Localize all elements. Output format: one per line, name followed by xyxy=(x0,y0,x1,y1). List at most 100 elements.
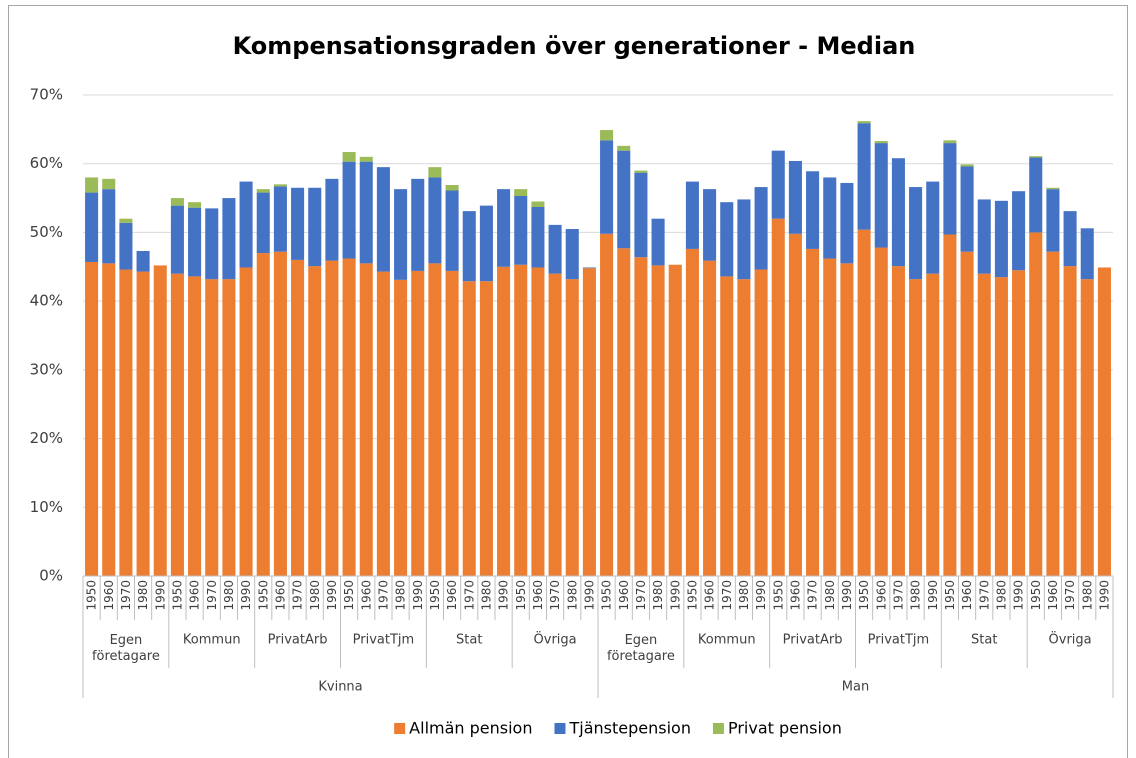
x-tick-label: 1990 xyxy=(1012,580,1026,611)
x-tick-label: 1980 xyxy=(394,580,408,611)
y-tick-label: 50% xyxy=(30,223,63,241)
legend-swatch xyxy=(712,723,724,734)
bar-segment xyxy=(479,205,493,282)
bar-segment xyxy=(1046,187,1060,190)
bar-segment xyxy=(891,158,905,267)
bar-segment xyxy=(874,141,888,144)
bar-segment xyxy=(308,187,322,267)
x-tick-label: 1950 xyxy=(685,580,699,611)
x-tick-label: 1980 xyxy=(1080,580,1094,611)
bar-segment xyxy=(994,277,1008,576)
x-tick-label: 1990 xyxy=(239,580,253,611)
bar-segment xyxy=(840,182,854,264)
bar-segment xyxy=(548,273,562,576)
bar-segment xyxy=(359,263,373,576)
bar-segment xyxy=(788,233,802,576)
bar-segment xyxy=(737,199,751,280)
bar-segment xyxy=(754,269,768,576)
bar-segment xyxy=(85,177,99,193)
x-tick-label: 1970 xyxy=(291,580,305,611)
bar-segment xyxy=(634,170,648,173)
bar-segment xyxy=(823,258,837,576)
bar-segment xyxy=(857,229,871,576)
bar-segment xyxy=(600,130,614,141)
bar-segment xyxy=(703,260,717,576)
group-label: Kommun xyxy=(698,633,756,648)
bar-segment xyxy=(479,281,493,576)
bar-segment xyxy=(256,192,270,254)
bar-segment xyxy=(102,189,116,264)
bar-segment xyxy=(565,228,579,280)
bar-segment xyxy=(823,177,837,259)
x-tick-label: 1990 xyxy=(497,580,511,611)
group-label: PrivatArb xyxy=(783,633,843,648)
bar-segment xyxy=(531,201,545,208)
bar-segment xyxy=(754,187,768,270)
bar-segment xyxy=(600,140,614,234)
bar-segment xyxy=(325,260,339,576)
bar-segment xyxy=(943,140,957,144)
x-tick-label: 1980 xyxy=(994,580,1008,611)
bar-segment xyxy=(85,261,99,576)
bar-segment xyxy=(617,248,631,577)
x-tick-label: 1980 xyxy=(823,580,837,611)
bar-segment xyxy=(994,200,1008,278)
bar-segment xyxy=(497,189,511,267)
bar-segment xyxy=(840,263,854,576)
bar-segment xyxy=(273,186,287,252)
x-tick-label: 1970 xyxy=(891,580,905,611)
x-tick-label: 1960 xyxy=(188,580,202,611)
bar-segment xyxy=(720,276,734,576)
legend-label: Tjänstepension xyxy=(568,719,690,738)
x-tick-label: 1980 xyxy=(222,580,236,611)
bar-segment xyxy=(239,267,253,576)
x-tick-label: 1970 xyxy=(205,580,219,611)
bar-segment xyxy=(136,250,150,272)
bar-segment xyxy=(170,273,184,576)
bar-segment xyxy=(359,156,373,162)
bar-segment xyxy=(445,270,459,576)
bar-segment xyxy=(943,234,957,577)
bar-segment xyxy=(188,202,202,208)
x-tick-label: 1990 xyxy=(668,580,682,611)
bar-segment xyxy=(1029,232,1043,576)
bar-segment xyxy=(891,266,905,576)
bar-segment xyxy=(771,150,785,219)
bar-segment xyxy=(188,276,202,576)
bar-segment xyxy=(394,279,408,576)
bar-segment xyxy=(273,184,287,187)
bar-segment xyxy=(342,258,356,576)
group-label: Kommun xyxy=(183,633,241,648)
bar-segment xyxy=(514,264,528,576)
x-tick-label: 1990 xyxy=(325,580,339,611)
x-tick-label: 1960 xyxy=(273,580,287,611)
bar-segment xyxy=(394,189,408,280)
bar-segment xyxy=(291,259,305,576)
x-tick-label: 1950 xyxy=(1029,580,1043,611)
bar-segment xyxy=(170,205,184,274)
x-tick-label: 1960 xyxy=(788,580,802,611)
bar-segment xyxy=(806,171,820,249)
bar-segment xyxy=(960,164,974,167)
y-tick-label: 0% xyxy=(39,567,63,585)
legend-swatch xyxy=(554,723,566,734)
bar-segment xyxy=(582,268,596,576)
bar-segment xyxy=(205,279,219,576)
legend-swatch xyxy=(394,723,406,734)
legend: Allmän pension Tjänstepension Privat pensi… xyxy=(394,719,842,738)
x-tick-label: 1950 xyxy=(342,580,356,611)
bar-segment xyxy=(1012,270,1026,576)
group-label: Övriga xyxy=(534,631,577,648)
legend-label: Allmän pension xyxy=(409,719,532,738)
x-tick-label: 1980 xyxy=(136,580,150,611)
bar-segment xyxy=(909,187,923,280)
group-label: Kvinna xyxy=(318,680,362,695)
bar-segment xyxy=(428,167,442,178)
bar-segment xyxy=(720,202,734,277)
x-tick-label: 1960 xyxy=(1046,580,1060,611)
bar-segment xyxy=(977,273,991,576)
bar-segment xyxy=(788,160,802,234)
bar-segment xyxy=(874,247,888,576)
x-tick-label: 1980 xyxy=(737,580,751,611)
bar-segment xyxy=(514,189,528,197)
